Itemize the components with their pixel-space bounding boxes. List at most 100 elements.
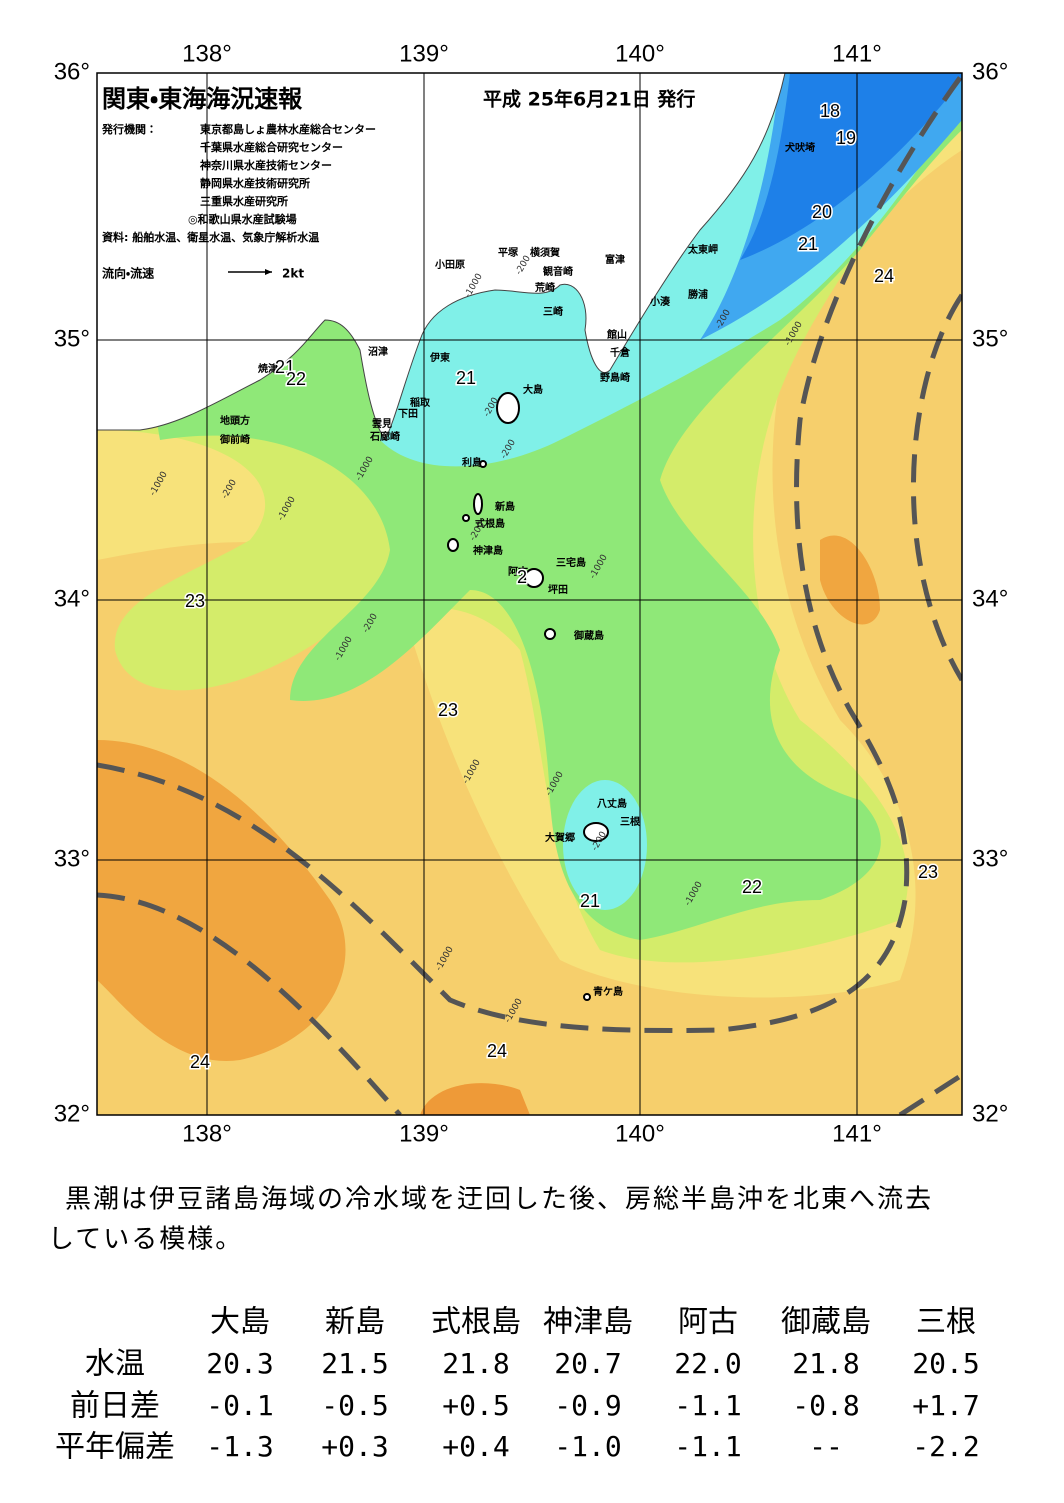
place-label: 勝浦 bbox=[688, 288, 708, 301]
land bbox=[97, 73, 786, 442]
scale-arrow-head bbox=[265, 269, 272, 275]
place-label: 平塚 bbox=[498, 246, 519, 259]
warm-patch bbox=[820, 535, 880, 625]
sst-map bbox=[97, 73, 962, 1115]
place-label: 式根島 bbox=[475, 517, 505, 530]
warm-patch bbox=[97, 740, 346, 1061]
island bbox=[462, 514, 470, 522]
isotherm-label: 24 bbox=[874, 266, 894, 286]
place-label: 荒崎 bbox=[534, 281, 555, 294]
lon-label: 140° bbox=[615, 40, 665, 67]
island bbox=[544, 628, 556, 640]
place-label: 神津島 bbox=[472, 544, 503, 557]
table-cell: +1.7 bbox=[912, 1389, 979, 1422]
place-label: 雲見 bbox=[372, 418, 392, 430]
place-label: 小湊 bbox=[649, 295, 671, 308]
table-cell: 20.3 bbox=[206, 1347, 273, 1380]
isotherm-label: 20 bbox=[812, 202, 832, 222]
table-cell: -1.1 bbox=[674, 1389, 741, 1422]
island bbox=[473, 493, 483, 515]
place-label: 三根 bbox=[620, 815, 641, 828]
column-header: 阿古 bbox=[678, 1305, 738, 1340]
table-cell: -0.5 bbox=[321, 1389, 388, 1422]
islands bbox=[447, 392, 609, 1001]
warm-water-edge bbox=[898, 1072, 962, 1115]
commentary-line: 黒潮は伊豆諸島海域の冷水域を迂回した後、房総半島沖を北東へ流去 bbox=[65, 1185, 933, 1215]
isotherm-label: 21 bbox=[580, 891, 600, 911]
column-header: 御蔵島 bbox=[781, 1305, 871, 1340]
isotherm-label: 18 bbox=[820, 101, 840, 121]
place-label: 新島 bbox=[494, 500, 515, 513]
lon-label: 140° bbox=[615, 1120, 665, 1147]
lat-label: 32° bbox=[972, 1100, 1008, 1127]
current-label: 流向・流速 bbox=[102, 266, 154, 281]
island bbox=[496, 392, 520, 424]
place-label: 伊東 bbox=[429, 351, 450, 364]
publisher: 静岡県水産技術研究所 bbox=[200, 176, 310, 190]
place-label: 三崎 bbox=[543, 305, 563, 318]
column-header: 神津島 bbox=[543, 1305, 633, 1340]
lat-label: 34° bbox=[972, 585, 1008, 612]
publisher-label: 発行機関： bbox=[101, 122, 157, 136]
lon-label: 141° bbox=[832, 40, 882, 67]
column-header: 式根島 bbox=[431, 1305, 521, 1340]
isotherm-label: 2 bbox=[517, 567, 527, 587]
table-cell: -- bbox=[809, 1430, 843, 1463]
cold-patch bbox=[563, 780, 647, 910]
publisher: 東京都島しょ農林水産総合センター bbox=[200, 122, 376, 136]
publisher: 千葉県水産総合研究センター bbox=[200, 140, 343, 154]
place-label: 観音崎 bbox=[543, 265, 573, 278]
isotherm-label: 21 bbox=[275, 357, 295, 377]
lat-label: 32° bbox=[54, 1100, 90, 1127]
table-cell: -0.1 bbox=[206, 1389, 273, 1422]
lon-label: 139° bbox=[399, 1120, 449, 1147]
place-label: 焼津 bbox=[258, 362, 278, 375]
place-label: 御蔵島 bbox=[573, 629, 604, 642]
island bbox=[447, 538, 459, 552]
publisher: ◎和歌山県水産試験場 bbox=[188, 212, 297, 226]
lat-label: 36° bbox=[972, 58, 1008, 85]
table-cell: +0.5 bbox=[442, 1389, 509, 1422]
place-label: 太東岬 bbox=[687, 243, 718, 256]
row-label: 前日差 bbox=[70, 1389, 160, 1424]
place-label: 小田原 bbox=[434, 258, 465, 271]
isotherm-label: 22 bbox=[742, 877, 762, 897]
kuroshio-axis bbox=[97, 73, 962, 1034]
place-label: 利島 bbox=[462, 456, 482, 469]
place-label: 犬吠埼 bbox=[785, 141, 815, 154]
isotherm-label: 19 bbox=[836, 128, 856, 148]
place-label: 千倉 bbox=[610, 346, 631, 359]
place-label: 阿古 bbox=[508, 565, 528, 578]
place-label: 青ケ島 bbox=[593, 985, 623, 998]
source: 資料: 船舶水温、衛星水温、気象庁解析水温 bbox=[102, 230, 319, 244]
island bbox=[583, 822, 609, 842]
current-scale: 2kt bbox=[282, 267, 304, 281]
place-label: 大島 bbox=[523, 383, 543, 396]
table-cell: 20.5 bbox=[912, 1347, 979, 1380]
lon-label: 138° bbox=[182, 40, 232, 67]
column-header: 大島 bbox=[210, 1305, 270, 1340]
row-label: 水温 bbox=[85, 1347, 145, 1382]
place-label: 横須賀 bbox=[530, 246, 560, 259]
place-label: 三宅島 bbox=[556, 556, 586, 569]
sea-18 bbox=[740, 73, 962, 260]
table-cell: +0.4 bbox=[442, 1430, 509, 1463]
lon-label: 138° bbox=[182, 1120, 232, 1147]
island bbox=[583, 993, 591, 1001]
row-label: 平年偏差 bbox=[55, 1430, 175, 1465]
publisher: 神奈川県水産技術センター bbox=[199, 158, 332, 172]
place-label: 富津 bbox=[605, 253, 625, 266]
column-header: 新島 bbox=[325, 1305, 385, 1340]
isotherm-label: 21 bbox=[798, 234, 818, 254]
warm-water-edge bbox=[910, 293, 962, 682]
isotherm-label: 21 bbox=[456, 368, 476, 388]
map-frame bbox=[96, 72, 963, 1116]
island bbox=[479, 460, 487, 468]
isotherm-label: 23 bbox=[185, 591, 205, 611]
place-label: 八丈島 bbox=[597, 797, 627, 810]
island bbox=[524, 568, 544, 588]
lat-label: 36° bbox=[54, 58, 90, 85]
lon-label: 141° bbox=[832, 1120, 882, 1147]
place-label: 地頭方 bbox=[220, 414, 250, 427]
